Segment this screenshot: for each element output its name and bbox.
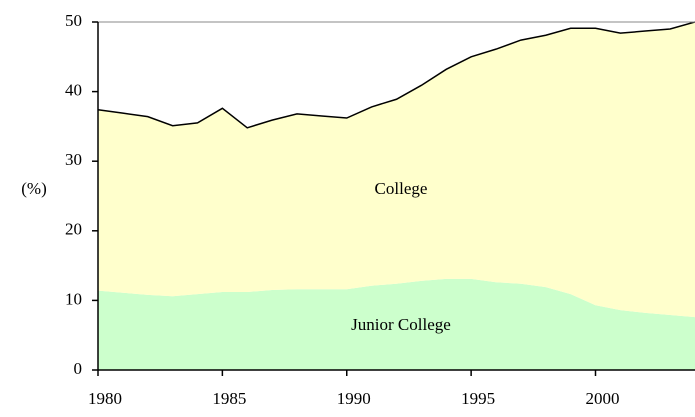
y-tick-label: 20 — [65, 220, 82, 239]
area — [98, 278, 695, 370]
y-tick-label: 50 — [65, 11, 82, 30]
series-label: Junior College — [351, 315, 451, 334]
y-tick-label: 30 — [65, 150, 82, 169]
y-axis-label: (%) — [21, 179, 46, 198]
y-tick-label: 10 — [65, 289, 82, 308]
area-outline — [97, 21, 695, 129]
x-tick-label: 1985 — [212, 389, 246, 408]
y-tick-label: 0 — [74, 359, 83, 378]
x-tick-label: 1980 — [88, 389, 122, 408]
y-tick-label: 40 — [65, 81, 82, 100]
x-tick-label: 1990 — [337, 389, 371, 408]
area — [98, 22, 695, 318]
series-label: College — [375, 179, 428, 198]
x-tick-label: 2000 — [586, 389, 620, 408]
x-tick-label: 1995 — [461, 389, 495, 408]
